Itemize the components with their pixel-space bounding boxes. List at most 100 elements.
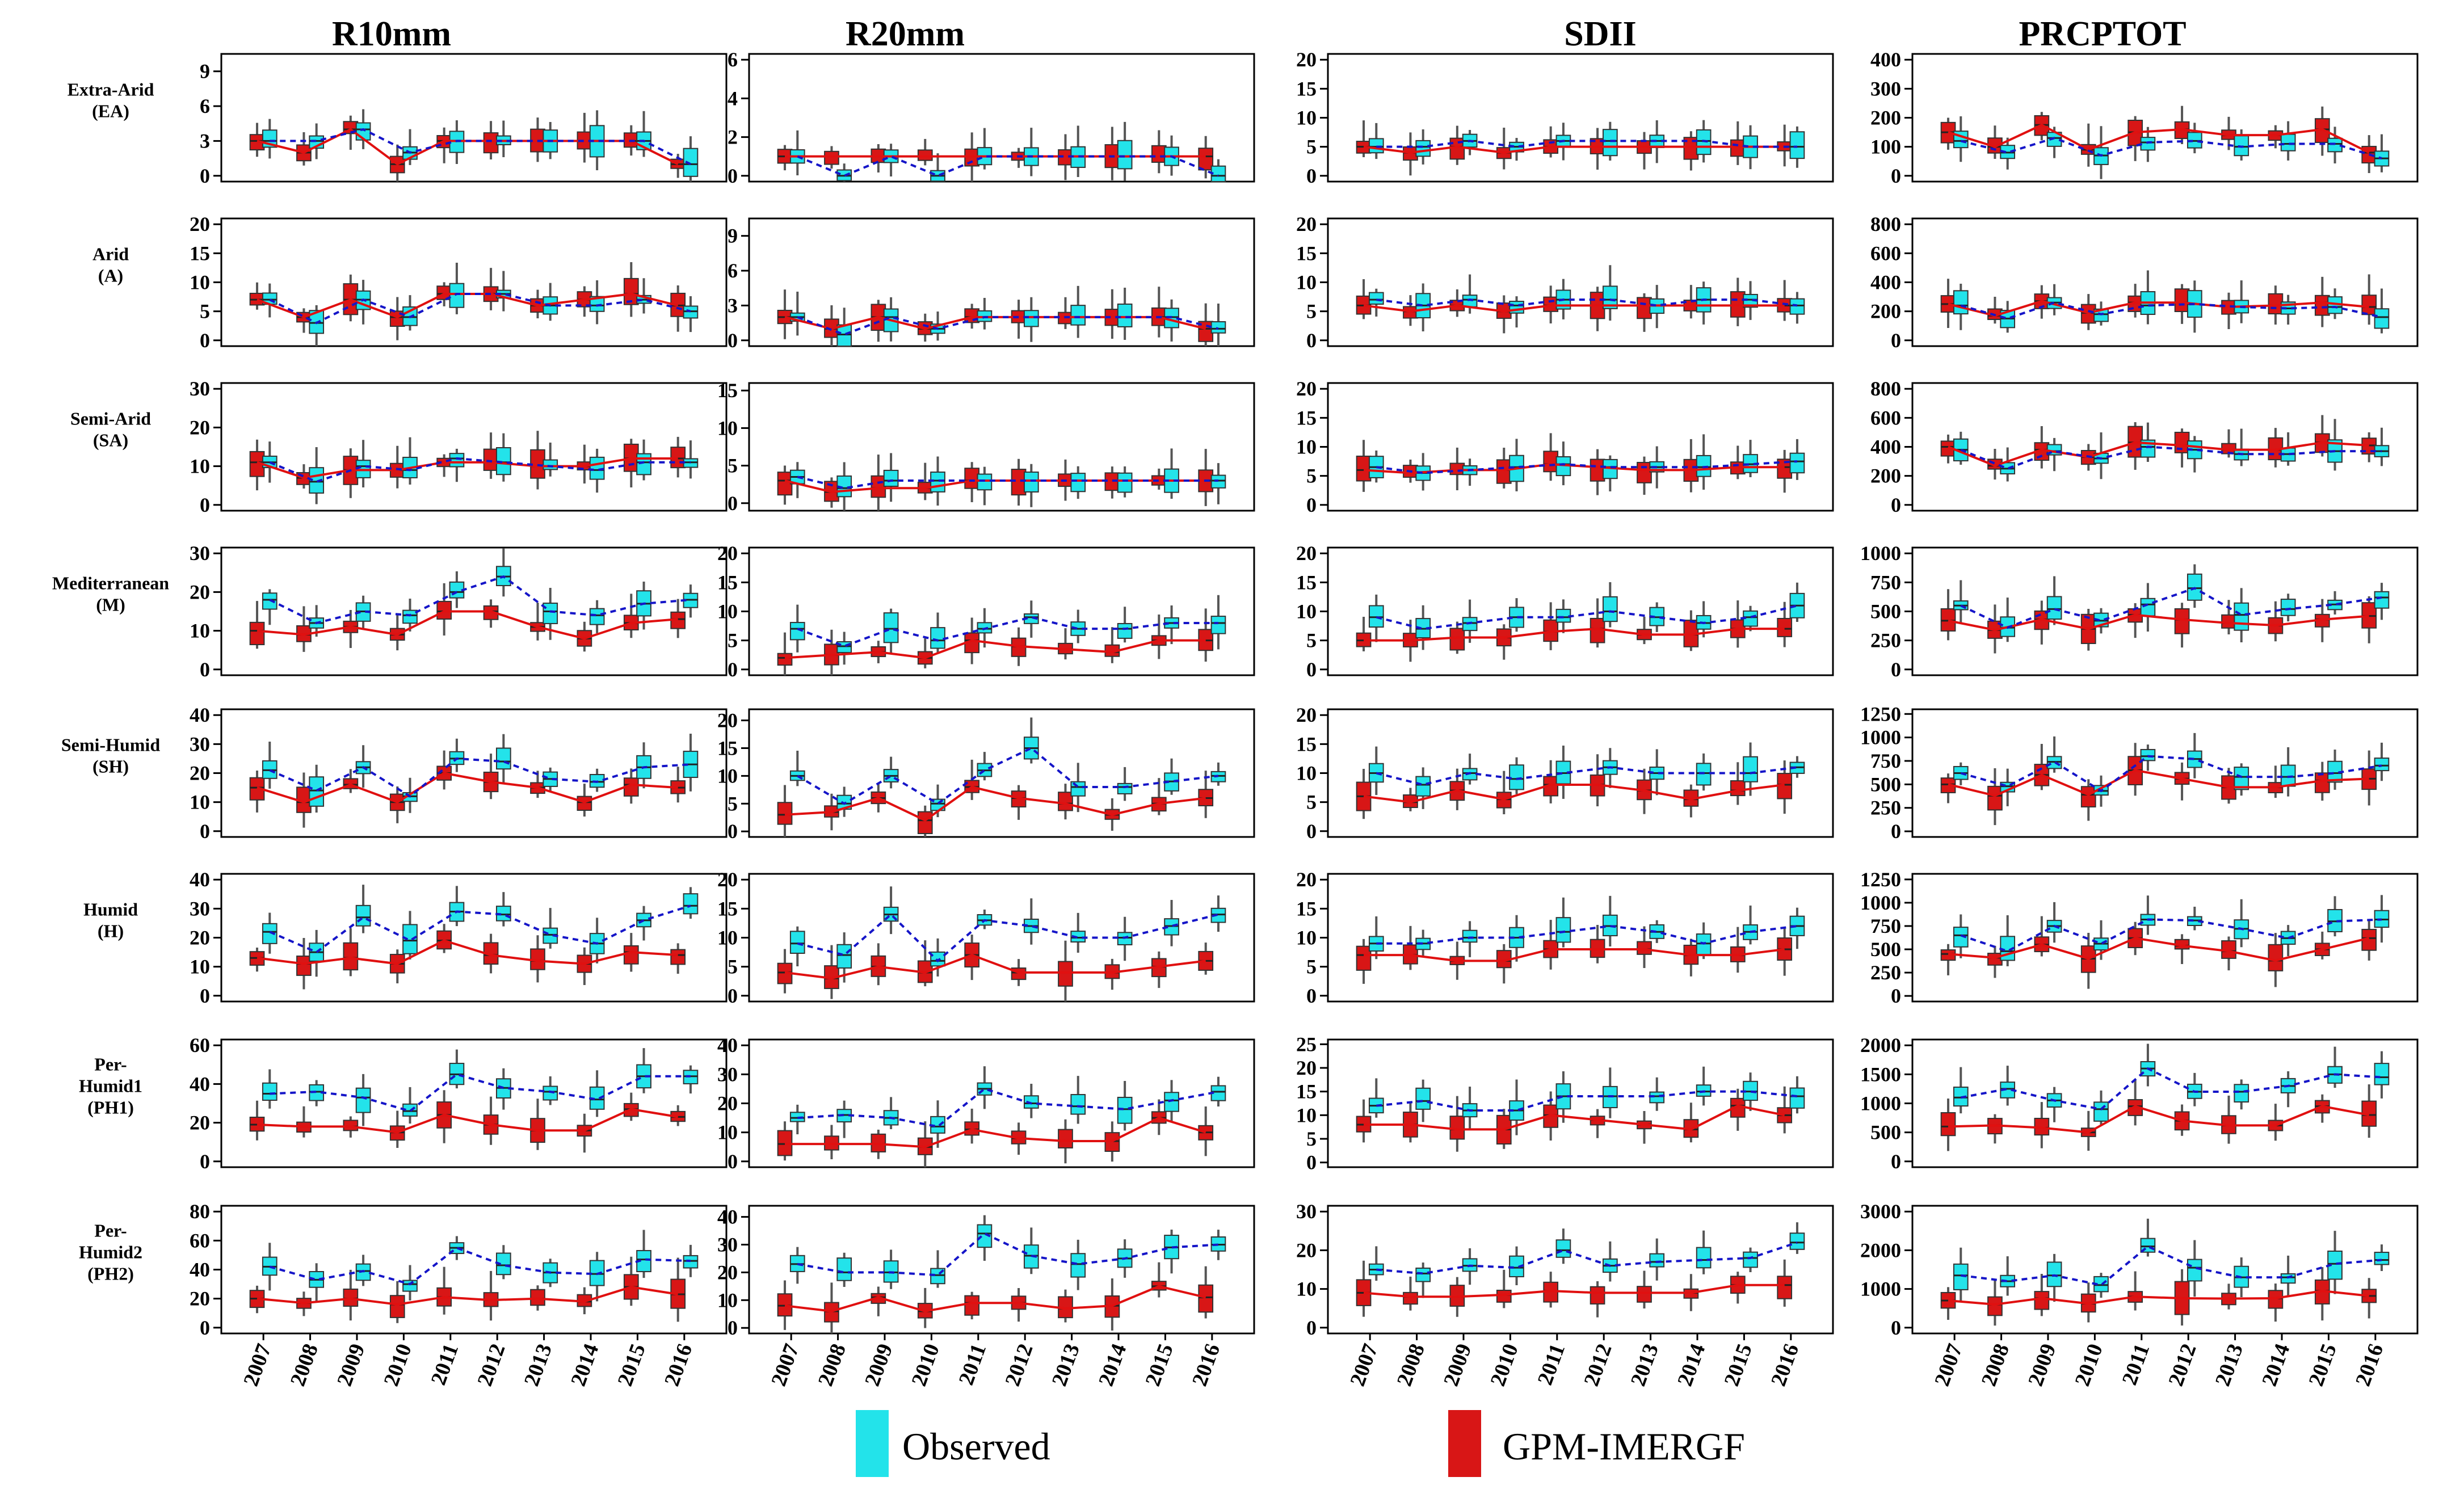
y-tick-label: 10	[190, 791, 210, 814]
observed-box-2014	[1117, 472, 1133, 493]
y-tick-label: 5	[728, 956, 738, 978]
year-label: 2012	[1000, 1341, 1037, 1390]
y-tick-label: 0	[1891, 1150, 1901, 1173]
y-tick-label: 400	[1870, 436, 1901, 458]
gpm-box-2012	[483, 448, 499, 471]
observed-median-line	[1376, 604, 1798, 630]
row-label: (SA)	[93, 430, 128, 451]
y-tick-label: 10	[1296, 600, 1317, 623]
observed-box-2007	[1368, 292, 1384, 305]
gpm-box-2008	[824, 150, 839, 165]
gpm-median-line	[257, 1286, 679, 1306]
observed-median-line	[1960, 301, 2382, 320]
gpm-box-2007	[1356, 945, 1372, 971]
y-tick-label: 600	[1870, 242, 1901, 264]
observed-box-2008	[1415, 140, 1431, 157]
y-tick-label: 0	[200, 329, 210, 352]
observed-median-line	[797, 747, 1219, 805]
y-tick-label: 250	[1870, 629, 1901, 652]
gpm-box-2013	[1637, 462, 1652, 483]
gpm-box-2016	[1198, 148, 1214, 171]
gpm-median-line	[784, 1285, 1206, 1312]
y-tick-label: 200	[1870, 300, 1901, 323]
gpm-median-line	[1948, 1289, 2369, 1306]
y-tick-label: 0	[200, 658, 210, 681]
observed-box-2013	[2234, 1084, 2249, 1103]
observed-median-line	[269, 757, 691, 798]
observed-box-2007	[262, 129, 277, 148]
gpm-box-2009	[1449, 628, 1465, 651]
panel-r3-c1: 0 5 10 15 20	[717, 542, 1255, 681]
y-tick-label: 1000	[1860, 891, 1901, 914]
y-tick-label: 10	[717, 764, 738, 787]
panel-frame	[1327, 1205, 1834, 1335]
panel-r0-c3: 0 100 200 300 400	[1870, 48, 2419, 187]
panel-r5-c2: 0 5 10 15 20	[1296, 868, 1834, 1007]
y-tick-label: 15	[717, 897, 738, 920]
observed-median-line	[797, 476, 1218, 490]
y-tick-label: 20	[190, 580, 210, 603]
panel-r6-c1: 0 10 20 30 40	[717, 1034, 1255, 1173]
y-tick-label: 5	[728, 792, 738, 815]
observed-box-2014	[1117, 1096, 1133, 1124]
y-tick-label: 30	[717, 1233, 738, 1256]
observed-box-2016	[1789, 1087, 1805, 1109]
y-tick-label: 15	[190, 242, 210, 264]
gpm-box-2016	[2361, 294, 2377, 315]
legend-observed-label: Observed	[902, 1425, 1050, 1468]
y-tick-label: 15	[1296, 1080, 1317, 1103]
panel-r2-c1: 0 5 10 15	[717, 379, 1255, 515]
observed-box-2011	[449, 283, 465, 308]
gpm-median-line	[257, 939, 678, 965]
year-label: 2013	[520, 1341, 557, 1390]
y-tick-label: 0	[1891, 329, 1901, 352]
observed-box-2008	[1415, 1267, 1431, 1282]
gpm-box-2014	[577, 796, 592, 811]
y-tick-label: 2000	[1860, 1239, 1901, 1261]
y-tick-label: 30	[190, 542, 210, 565]
gpm-median-line	[257, 610, 678, 640]
observed-median-line	[1376, 1241, 1798, 1275]
y-tick-label: 0	[728, 984, 738, 1007]
observed-box-2010	[930, 951, 945, 967]
y-tick-label: 15	[1296, 406, 1317, 429]
panel-r0-c2: 0 5 10 15 20	[1296, 48, 1834, 187]
y-tick-label: 20	[717, 542, 738, 565]
y-tick-label: 500	[1870, 600, 1901, 623]
observed-box-2010	[402, 1280, 418, 1292]
y-tick-label: 40	[717, 1034, 738, 1057]
year-label: 2008	[1393, 1341, 1429, 1390]
gpm-median-line	[1363, 1284, 1785, 1298]
panel-r3-c0: 0 10 20 30	[190, 542, 728, 681]
gpm-box-2013	[2221, 614, 2236, 629]
y-tick-label: 20	[717, 868, 738, 891]
y-tick-label: 0	[1891, 984, 1901, 1007]
y-tick-label: 1000	[1860, 1278, 1901, 1301]
y-tick-label: 1250	[1860, 868, 1901, 891]
gpm-box-2015	[1151, 145, 1167, 163]
observed-median-line	[797, 616, 1218, 647]
gpm-box-2014	[2268, 944, 2284, 971]
gpm-box-2012	[1590, 458, 1605, 482]
y-tick-label: 500	[1870, 773, 1901, 796]
y-tick-label: 400	[1870, 48, 1901, 71]
panel-r2-c2: 0 5 10 15 20	[1296, 377, 1834, 516]
panel-frame	[1911, 53, 2419, 183]
gpm-box-2013	[1058, 961, 1073, 987]
y-tick-label: 60	[190, 1229, 210, 1252]
observed-box-2013	[1070, 473, 1086, 493]
observed-box-2010	[402, 609, 418, 624]
observed-box-2008	[1415, 1087, 1431, 1110]
year-label: 2014	[566, 1341, 603, 1390]
gpm-median-line	[257, 772, 678, 803]
gpm-median-line	[784, 639, 1206, 659]
year-label: 2009	[2024, 1341, 2061, 1390]
panel-r7-c0: 0 20 40 60 80	[190, 1200, 728, 1339]
column-title-r10mm: R10mm	[332, 15, 451, 53]
gpm-box-2011	[964, 1295, 980, 1316]
y-tick-label: 400	[1870, 271, 1901, 294]
y-tick-label: 1250	[1860, 702, 1901, 725]
y-tick-label: 5	[728, 629, 738, 652]
gpm-box-2012	[2174, 288, 2190, 312]
